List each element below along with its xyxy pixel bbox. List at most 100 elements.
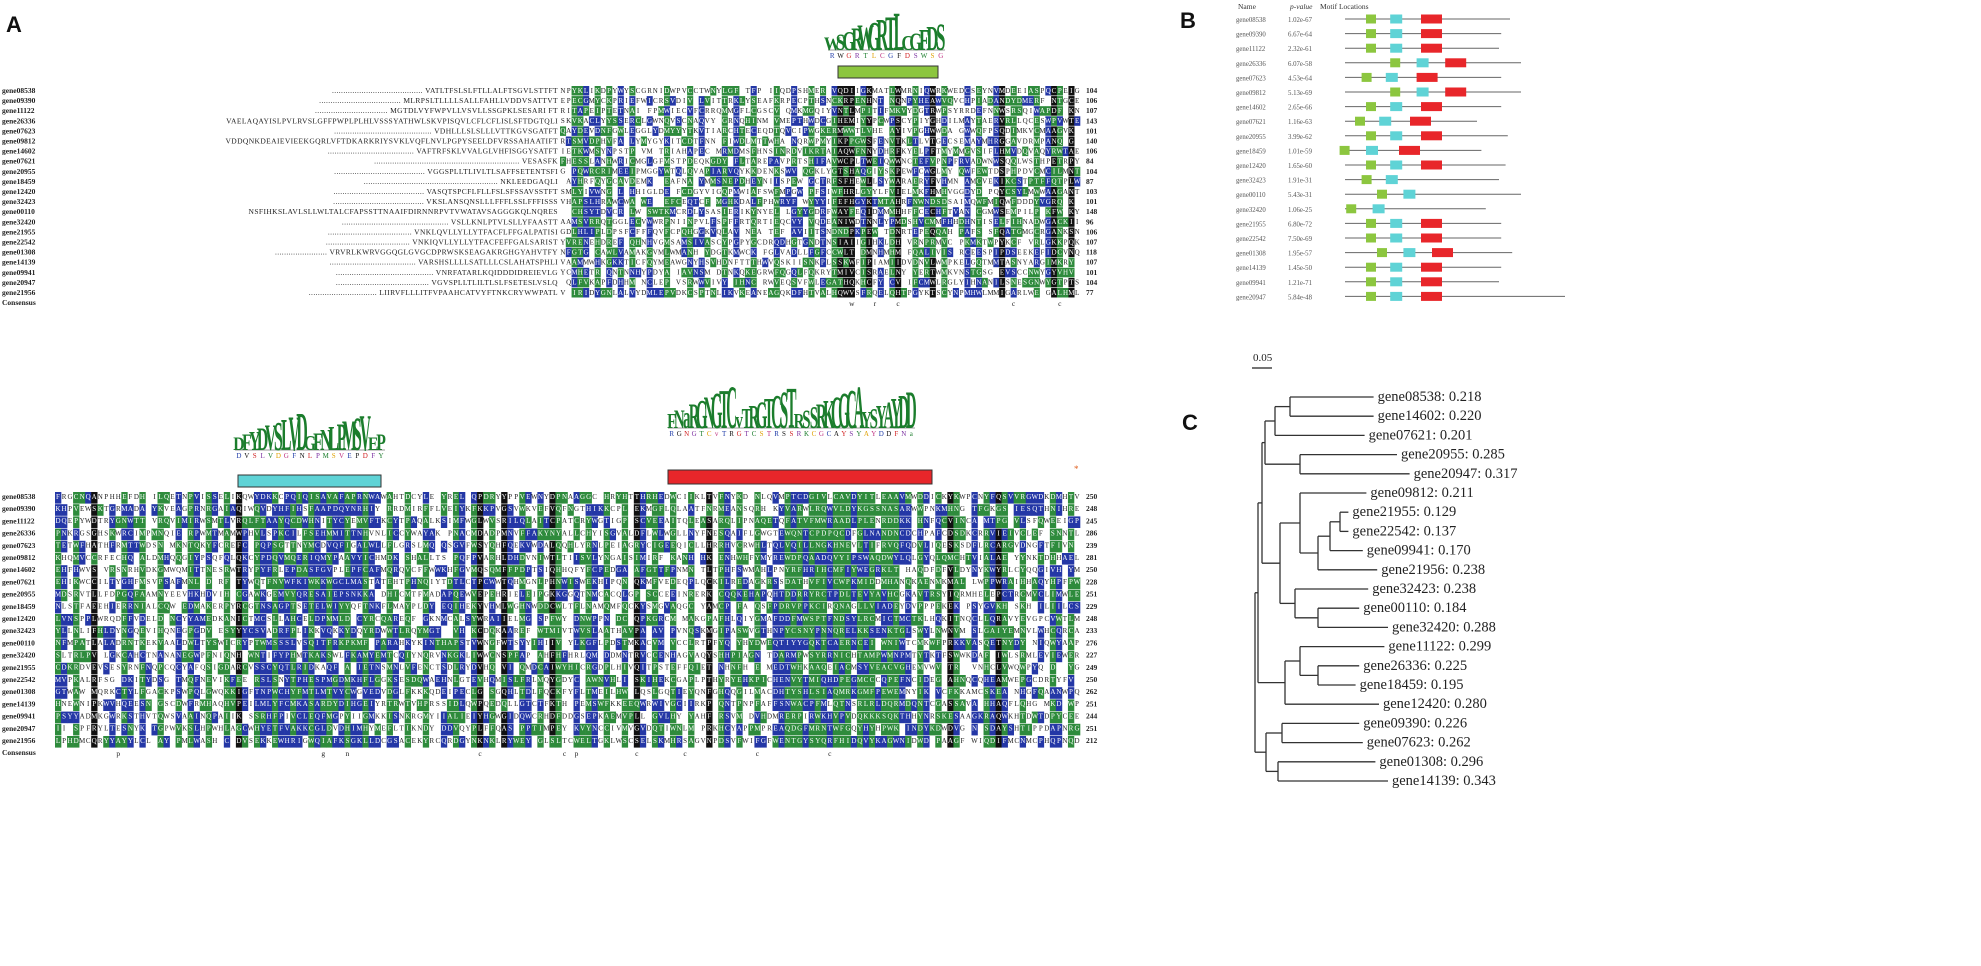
residue-letter: A	[731, 529, 736, 537]
residue-letter: E	[56, 566, 60, 574]
residue-letter: L	[677, 529, 681, 537]
residue-letter: A	[774, 158, 779, 166]
residue-letter: Y	[194, 554, 199, 562]
residue-letter: L	[526, 517, 530, 525]
residue-letter: D	[843, 87, 848, 95]
residue-letter: T	[195, 566, 200, 574]
residue-letter: E	[572, 97, 576, 105]
residue-letter: K	[942, 493, 947, 501]
residue-letter: D	[520, 566, 525, 574]
residue-letter: W	[543, 554, 550, 562]
residue-letter: Y	[751, 208, 756, 216]
residue-letter: S	[309, 566, 313, 574]
residue-letter: N	[875, 517, 880, 525]
residue-letter: T	[607, 218, 612, 226]
residue-letter: S	[705, 208, 709, 216]
residue-letter: C	[900, 529, 905, 537]
residue-letter: S	[1000, 208, 1004, 216]
residue-letter: F	[700, 137, 704, 145]
residue-letter: R	[122, 529, 127, 537]
residue-letter: A	[345, 554, 350, 562]
residue-letter: T	[1035, 158, 1040, 166]
residue-letter: G	[1040, 259, 1045, 267]
residue-letter: R	[417, 505, 422, 513]
residue-letter: D	[739, 137, 744, 145]
residue-letter: H	[906, 566, 911, 574]
residue-letter: E	[665, 578, 669, 586]
residue-letter: N	[826, 238, 831, 246]
residue-letter: T	[931, 137, 936, 145]
residue-letter: P	[960, 289, 964, 297]
residue-letter: Q	[176, 554, 181, 562]
residue-letter: V	[919, 218, 924, 226]
residue-letter: F	[388, 542, 392, 550]
residue-cell	[577, 86, 584, 96]
residue-letter: A	[682, 269, 687, 277]
residue-letter: G	[1046, 238, 1051, 246]
residue-letter: G	[716, 188, 721, 196]
residue-letter: Y	[595, 97, 600, 105]
residue-letter: Y	[999, 188, 1004, 196]
residue-letter: F	[671, 198, 675, 206]
residue-letter: G	[809, 107, 814, 115]
residue-cell	[617, 116, 624, 126]
residue-letter: V	[363, 517, 368, 525]
residue-letter: K	[176, 542, 181, 550]
residue-letter: A	[731, 505, 736, 513]
residue-letter: Y	[797, 218, 802, 226]
residue-letter: V	[948, 517, 953, 525]
residue-letter: H	[635, 238, 640, 246]
residue-letter: I	[562, 147, 565, 155]
residue-cell	[1004, 96, 1011, 106]
residue-letter: Y	[423, 529, 428, 537]
residue-letter: R	[832, 127, 837, 135]
residue-letter: F	[56, 493, 60, 501]
residue-letter: E	[879, 127, 883, 135]
residue-letter: E	[919, 158, 923, 166]
residue-letter: L	[1000, 218, 1004, 226]
residue-cell	[843, 86, 850, 96]
residue-letter: V	[618, 248, 623, 256]
residue-letter: G	[110, 505, 115, 513]
residue-letter: L	[1075, 289, 1079, 297]
residue-letter: E	[815, 87, 819, 95]
residue-letter: G	[652, 505, 657, 513]
residue-letter: K	[578, 117, 583, 125]
residue-letter: T	[285, 542, 290, 550]
residue-letter: D	[815, 238, 820, 246]
residue-letter: F	[798, 289, 802, 297]
consensus-mark: c	[1058, 299, 1062, 308]
residue-letter: H	[821, 566, 826, 574]
residue-cell	[791, 96, 798, 106]
residue-letter: D	[888, 529, 893, 537]
residue-letter: I	[567, 107, 570, 115]
residue-letter: P	[584, 107, 588, 115]
residue-letter: L	[572, 188, 576, 196]
residue-letter: L	[363, 542, 367, 550]
residue-letter: G	[976, 269, 981, 277]
residue-letter: Q	[936, 517, 941, 525]
residue-letter: A	[1046, 127, 1051, 135]
residue-letter: T	[977, 117, 982, 125]
residue-letter: F	[930, 566, 934, 574]
residue-letter: F	[339, 493, 343, 501]
residue-letter: A	[791, 517, 796, 525]
residue-letter: Q	[947, 97, 952, 105]
residue-cell	[664, 126, 671, 136]
residue-letter: Q	[803, 554, 808, 562]
residue-letter: W	[768, 137, 775, 145]
residue-letter: L	[599, 542, 603, 550]
residue-cell	[999, 106, 1006, 116]
residue-letter: N	[960, 517, 965, 525]
residue-letter: S	[1029, 158, 1033, 166]
residue-letter: H	[682, 147, 687, 155]
residue-letter: N	[1026, 542, 1031, 550]
residue-letter: P	[1069, 158, 1073, 166]
residue-letter: H	[566, 198, 571, 206]
residue-letter: C	[948, 137, 953, 145]
residue-letter: F	[607, 279, 611, 287]
residue-letter: P	[665, 218, 669, 226]
residue-letter: G	[453, 542, 458, 550]
residue-letter: N	[689, 529, 694, 537]
residue-letter: T	[723, 248, 728, 256]
